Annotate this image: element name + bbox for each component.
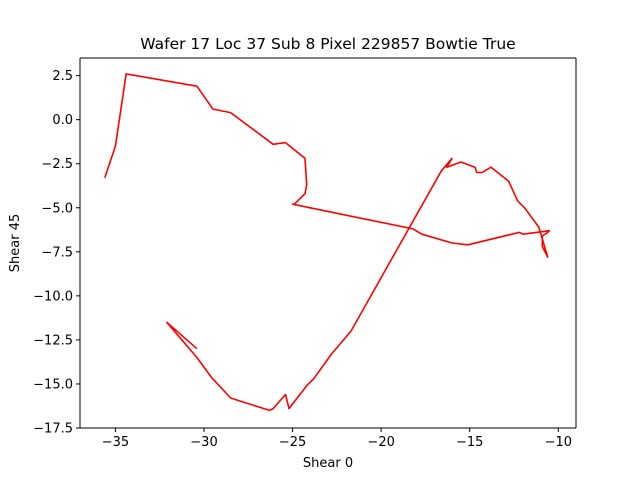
series-line — [104, 73, 551, 412]
y-tick-label: −12.5 — [33, 333, 73, 348]
y-tick-label: −15.0 — [33, 377, 73, 392]
y-tick-label: −17.5 — [33, 422, 73, 437]
y-tick-label: −7.5 — [41, 245, 73, 260]
x-tick-label: −15 — [456, 435, 483, 450]
y-tick-label: 2.5 — [52, 69, 73, 84]
x-axis-ticks: −35 −30 −25 −20 −15 −10 — [102, 428, 572, 450]
x-tick-label: −20 — [367, 435, 394, 450]
x-tick-label: −30 — [190, 435, 217, 450]
x-axis-label: Shear 0 — [303, 456, 353, 471]
y-axis-ticks: 2.5 0.0 −2.5 −5.0 −7.5 −10.0 −12.5 −15.0 −17.5 — [33, 69, 80, 437]
x-tick-label: −10 — [545, 435, 572, 450]
y-tick-label: −5.0 — [41, 201, 73, 216]
series-layer — [104, 73, 551, 412]
y-axis-label: Shear 45 — [8, 214, 23, 272]
y-tick-label: −2.5 — [41, 157, 73, 172]
y-tick-label: −10.0 — [33, 289, 73, 304]
plot-area — [80, 58, 576, 428]
x-tick-label: −25 — [279, 435, 306, 450]
y-tick-label: 0.0 — [52, 113, 73, 128]
x-tick-label: −35 — [102, 435, 129, 450]
chart-title: Wafer 17 Loc 37 Sub 8 Pixel 229857 Bowti… — [140, 35, 515, 53]
